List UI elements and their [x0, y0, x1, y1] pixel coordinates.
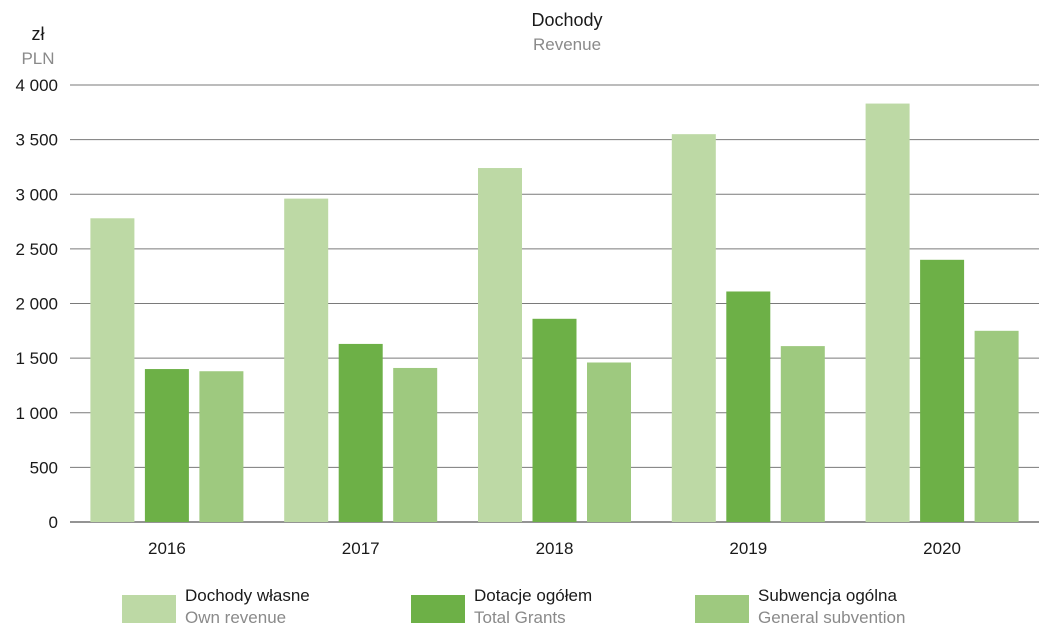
- legend-label-general-subvention: Subwencja ogólna: [758, 586, 897, 605]
- legend: Dochody własne Own revenue Dotacje ogółe…: [0, 585, 1059, 630]
- legend-label-own-revenue: Dochody własne: [185, 586, 310, 605]
- y-tick-label: 1 000: [15, 404, 58, 423]
- y-tick-label: 2 500: [15, 240, 58, 259]
- x-tick-label: 2019: [729, 539, 767, 558]
- y-tick-label: 2 000: [15, 295, 58, 314]
- chart-title: Dochody: [531, 10, 602, 30]
- bar: [920, 259, 965, 522]
- y-tick-label: 0: [49, 513, 58, 532]
- bar: [532, 318, 577, 522]
- legend-sublabel-own-revenue: Own revenue: [185, 608, 287, 627]
- y-tick-label: 1 500: [15, 349, 58, 368]
- bar: [338, 343, 383, 522]
- bar: [393, 367, 438, 522]
- legend-swatch-own-revenue: [122, 595, 176, 623]
- legend-sublabel-general-subvention: General subvention: [758, 608, 906, 627]
- x-tick-label: 2020: [923, 539, 961, 558]
- y-tick-label: 3 000: [15, 185, 58, 204]
- bar: [90, 218, 135, 522]
- y-axis-unit: zł: [32, 24, 45, 44]
- bar: [780, 346, 825, 522]
- y-axis-ticks: 0 500 1 000 1 500 2 000 2 500 3 000 3 500 4 000: [15, 76, 58, 532]
- y-axis-unit-sub: PLN: [21, 49, 54, 68]
- bar: [587, 362, 631, 522]
- bars: [90, 103, 1019, 522]
- legend-sublabel-total-grants: Total Grants: [474, 608, 566, 627]
- y-tick-label: 3 500: [15, 131, 58, 150]
- x-tick-label: 2017: [342, 539, 380, 558]
- bar: [865, 103, 910, 522]
- legend-label-total-grants: Dotacje ogółem: [474, 586, 593, 605]
- x-tick-label: 2016: [148, 539, 186, 558]
- bar: [726, 291, 771, 522]
- bar: [974, 330, 1019, 522]
- x-axis-ticks: 2016 2017 2018 2019 2020: [148, 539, 961, 558]
- bar: [284, 198, 329, 522]
- bar: [671, 134, 716, 522]
- legend-swatch-general-subvention: [695, 595, 749, 623]
- x-tick-label: 2018: [536, 539, 574, 558]
- bar-chart: Dochody Revenue zł PLN 0 500 1 000 1 500 2 0…: [15, 10, 1039, 558]
- y-tick-label: 4 000: [15, 76, 58, 95]
- bar: [199, 371, 244, 522]
- bar: [478, 168, 522, 522]
- bar: [144, 369, 189, 522]
- y-tick-label: 500: [30, 458, 58, 477]
- chart-subtitle: Revenue: [533, 35, 601, 54]
- legend-swatch-total-grants: [411, 595, 465, 623]
